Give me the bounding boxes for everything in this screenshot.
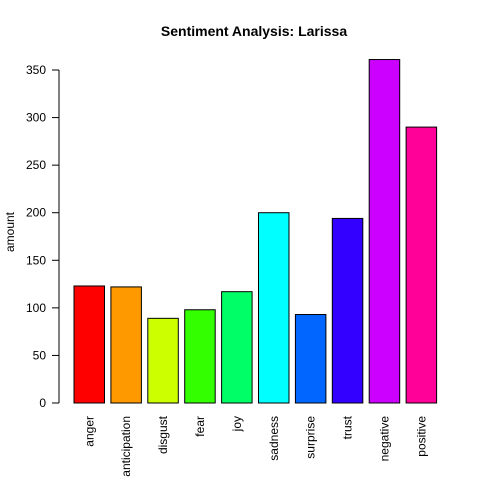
x-tick-label-negative: negative — [377, 416, 391, 462]
x-tick-label-positive: positive — [414, 416, 428, 457]
y-tick-label: 200 — [26, 206, 46, 220]
bar-trust — [331, 217, 364, 404]
y-axis-label: amount — [3, 211, 17, 252]
bar-anticipation — [110, 286, 142, 404]
x-tick-label-anger: anger — [82, 416, 96, 447]
y-tick-label: 0 — [39, 396, 46, 410]
x-tick-label-trust: trust — [341, 415, 355, 439]
chart-title: Sentiment Analysis: Larissa — [161, 23, 347, 39]
x-tick-label-disgust: disgust — [156, 415, 170, 454]
bar-anger — [73, 285, 105, 404]
x-tick-label-joy: joy — [230, 416, 244, 432]
y-axis: 0 50 100 150 200 250 300 350 — [26, 63, 60, 410]
y-tick-label: 250 — [26, 158, 46, 172]
bar-negative — [368, 59, 401, 404]
x-tick-label-sadness: sadness — [267, 416, 281, 461]
bar-surprise — [294, 314, 327, 404]
y-tick-label: 300 — [26, 111, 46, 125]
bar-sadness — [258, 212, 290, 404]
y-tick-label: 50 — [33, 348, 47, 362]
y-tick-label: 100 — [26, 301, 46, 315]
x-axis-labels: anger anticipation disgust fear joy sadness su… — [82, 415, 428, 476]
y-tick-label: 350 — [26, 63, 46, 77]
x-tick-label-surprise: surprise — [304, 416, 318, 459]
y-tick-label: 150 — [26, 253, 46, 267]
bar-joy — [221, 291, 253, 404]
bar-disgust — [147, 317, 179, 404]
bar-fear — [184, 309, 216, 404]
x-tick-label-anticipation: anticipation — [119, 416, 133, 477]
bar-positive — [405, 126, 438, 404]
x-tick-label-fear: fear — [193, 416, 207, 437]
bars — [73, 59, 438, 404]
